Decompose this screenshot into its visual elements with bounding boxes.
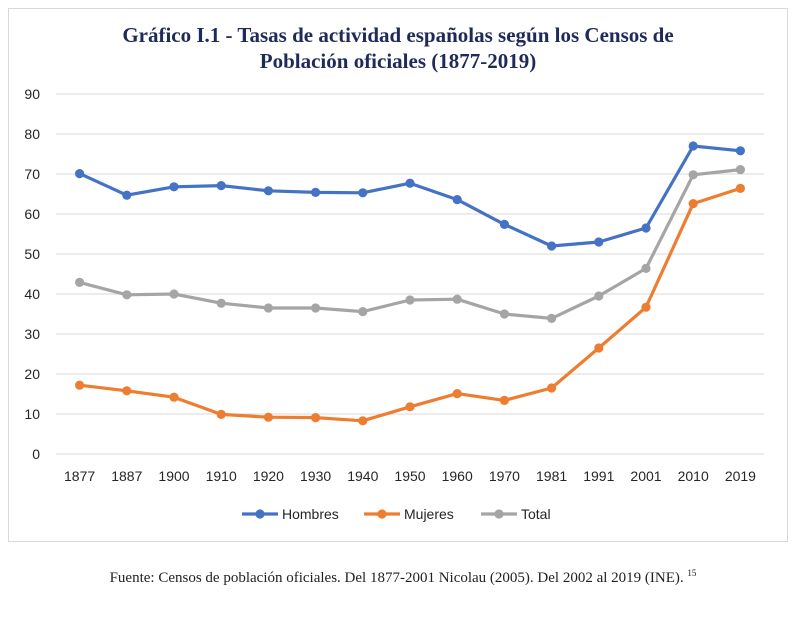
series-lines — [75, 141, 746, 426]
data-point-hombres-1887 — [122, 190, 132, 200]
data-point-total-1991 — [594, 291, 604, 301]
data-point-hombres-1950 — [405, 178, 415, 188]
data-point-mujeres-1960 — [452, 389, 462, 399]
data-point-total-2001 — [641, 263, 651, 273]
legend-label-mujeres: Mujeres — [404, 506, 454, 522]
data-point-mujeres-1930 — [311, 413, 321, 423]
data-point-hombres-1960 — [452, 195, 462, 205]
data-point-mujeres-1900 — [169, 392, 179, 402]
y-tick-label-10: 10 — [24, 406, 40, 422]
data-point-mujeres-1991 — [594, 343, 604, 353]
data-point-total-1981 — [547, 313, 557, 323]
x-tick-label-1910: 1910 — [206, 468, 237, 484]
data-point-hombres-2019 — [735, 146, 746, 156]
legend-item-mujeres: Mujeres — [364, 506, 454, 522]
x-tick-label-2019: 2019 — [725, 468, 756, 484]
x-tick-label-1970: 1970 — [489, 468, 520, 484]
legend-item-total: Total — [481, 506, 551, 522]
x-tick-label-1930: 1930 — [300, 468, 331, 484]
data-point-mujeres-1981 — [547, 383, 557, 393]
data-point-mujeres-1910 — [216, 409, 226, 419]
data-point-total-1900 — [169, 289, 179, 299]
y-tick-label-50: 50 — [24, 246, 40, 262]
chart-title-line-1: Gráfico I.1 - Tasas de actividad español… — [122, 23, 674, 47]
data-point-total-1960 — [452, 294, 462, 304]
data-point-mujeres-1920 — [263, 412, 273, 422]
data-point-mujeres-2010 — [688, 199, 698, 209]
legend-marker-total — [494, 509, 504, 519]
x-axis-ticks: 1877 1887 1900 1910 1920 1930 1940 1950 1960 1970… — [64, 468, 756, 484]
data-point-hombres-1981 — [547, 241, 557, 251]
legend-marker-hombres — [255, 509, 265, 519]
line-chart: 0 10 20 30 40 50 60 70 80 90 1877 1887 1900 1910 1920… — [24, 86, 764, 522]
data-point-hombres-2001 — [641, 223, 651, 233]
data-point-mujeres-1940 — [358, 416, 368, 426]
series-hombres — [75, 141, 746, 251]
source-note: Fuente: Censos de población oficiales. D… — [0, 568, 806, 587]
data-point-total-1920 — [263, 303, 273, 313]
x-tick-label-1950: 1950 — [394, 468, 425, 484]
y-axis-ticks: 0 10 20 30 40 50 60 70 80 90 — [24, 86, 40, 462]
y-tick-label-0: 0 — [32, 446, 40, 462]
data-point-mujeres-1887 — [122, 386, 132, 396]
data-point-mujeres-2019 — [735, 183, 746, 193]
x-tick-label-1887: 1887 — [111, 468, 142, 484]
series-total — [75, 165, 746, 323]
data-point-hombres-1930 — [311, 187, 321, 197]
data-point-hombres-1900 — [169, 182, 179, 192]
legend-item-hombres: Hombres — [242, 506, 339, 522]
y-tick-label-80: 80 — [24, 126, 40, 142]
data-point-mujeres-1970 — [499, 395, 509, 405]
data-point-hombres-1970 — [499, 219, 509, 229]
data-point-hombres-1877 — [75, 169, 85, 179]
x-tick-label-2001: 2001 — [630, 468, 661, 484]
series-mujeres — [75, 183, 746, 426]
x-tick-label-1981: 1981 — [536, 468, 567, 484]
legend-label-total: Total — [521, 506, 551, 522]
legend: Hombres Mujeres Total — [242, 506, 551, 522]
data-point-total-1887 — [122, 290, 132, 300]
data-point-total-2019 — [735, 165, 746, 175]
chart-title-line-2: Población oficiales (1877-2019) — [259, 49, 537, 73]
y-tick-label-40: 40 — [24, 286, 40, 302]
x-tick-label-1991: 1991 — [583, 468, 614, 484]
data-point-total-1910 — [216, 298, 226, 308]
data-point-total-1877 — [75, 277, 85, 287]
data-point-hombres-1940 — [358, 188, 368, 198]
x-tick-label-1940: 1940 — [347, 468, 378, 484]
y-tick-label-90: 90 — [24, 86, 40, 102]
y-tick-label-30: 30 — [24, 326, 40, 342]
legend-label-hombres: Hombres — [282, 506, 339, 522]
data-point-total-1930 — [311, 303, 321, 313]
y-tick-label-60: 60 — [24, 206, 40, 222]
data-point-hombres-1991 — [594, 237, 604, 247]
data-point-total-1970 — [499, 309, 509, 319]
y-tick-label-20: 20 — [24, 366, 40, 382]
series-line-hombres — [77, 144, 743, 248]
x-tick-label-1900: 1900 — [158, 468, 189, 484]
source-text: Fuente: Censos de población oficiales. D… — [109, 570, 684, 586]
data-point-hombres-1910 — [216, 181, 226, 191]
data-point-total-1950 — [405, 295, 415, 305]
x-tick-label-1920: 1920 — [253, 468, 284, 484]
data-point-mujeres-2001 — [641, 302, 651, 312]
data-point-total-1940 — [358, 307, 368, 317]
grid-lines — [56, 93, 764, 455]
data-point-mujeres-1950 — [405, 402, 415, 412]
x-tick-label-2010: 2010 — [678, 468, 709, 484]
footnote-marker: 15 — [687, 568, 697, 578]
legend-marker-mujeres — [377, 509, 387, 519]
y-tick-label-70: 70 — [24, 166, 40, 182]
data-point-total-2010 — [688, 170, 698, 180]
data-point-mujeres-1877 — [75, 380, 85, 390]
x-tick-label-1877: 1877 — [64, 468, 95, 484]
x-tick-label-1960: 1960 — [442, 468, 473, 484]
chart-title: Gráfico I.1 - Tasas de actividad español… — [8, 22, 788, 74]
data-point-hombres-1920 — [263, 186, 273, 196]
data-point-hombres-2010 — [688, 141, 698, 151]
chart-frame — [8, 8, 788, 542]
